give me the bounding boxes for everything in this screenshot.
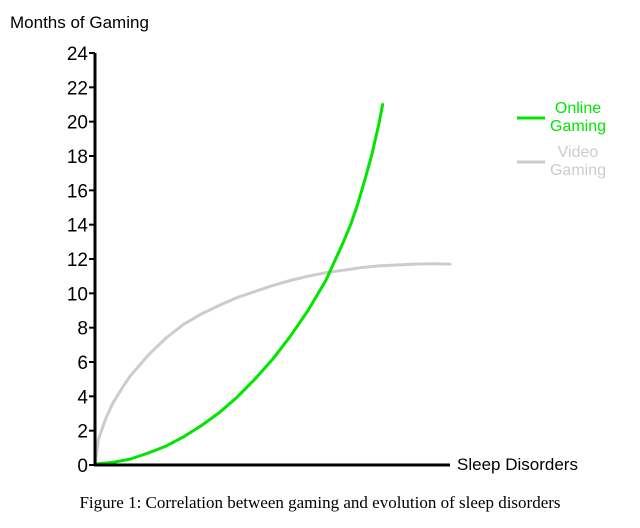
- figure-caption: Figure 1: Correlation between gaming and…: [79, 493, 561, 512]
- y-tick-label: 6: [77, 353, 88, 374]
- y-tick-label: 16: [67, 181, 88, 202]
- y-tick-label: 10: [67, 284, 88, 305]
- y-tick-label: 24: [67, 44, 89, 65]
- y-tick-label: 2: [77, 422, 88, 443]
- y-axis-label: Months of Gaming: [10, 13, 149, 32]
- x-axis-label: Sleep Disorders: [457, 455, 578, 474]
- y-tick-label: 4: [77, 387, 88, 408]
- series-line-video-gaming: [93, 262, 452, 467]
- y-tick-label: 18: [67, 147, 88, 168]
- legend-label: Video Gaming: [550, 144, 606, 179]
- y-tick-label: 8: [77, 319, 88, 340]
- series-lines: [93, 103, 452, 467]
- legend-label: Online Gaming: [550, 100, 606, 135]
- y-tick-label: 14: [67, 216, 89, 237]
- y-tick-label: 22: [67, 78, 88, 99]
- series-line-online-gaming: [93, 103, 385, 466]
- y-tick-label: 20: [67, 113, 88, 134]
- legend: Online Gaming Video Gaming: [517, 100, 606, 179]
- y-tick-label: 0: [77, 456, 88, 477]
- y-tick-label: 12: [67, 250, 88, 271]
